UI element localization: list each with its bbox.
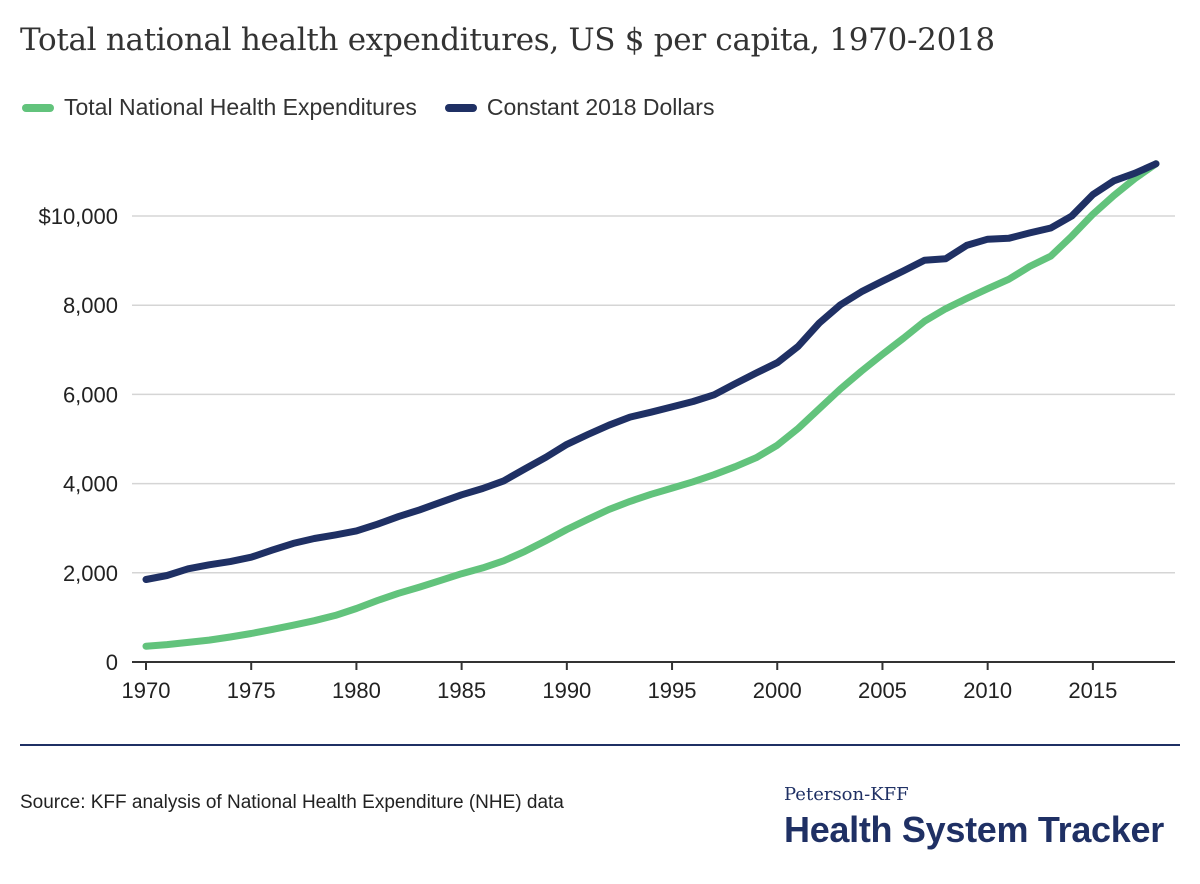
legend-label-constant: Constant 2018 Dollars [486,94,715,120]
x-tick-label: 2005 [858,678,907,703]
y-tick-label: 4,000 [63,472,118,497]
brand-logo: Peterson-KFF Health System Tracker [784,784,1164,851]
x-tick-label: 1980 [332,678,381,703]
x-tick-label: 1985 [437,678,486,703]
legend-swatch-total [22,103,54,112]
x-tick-label: 1975 [227,678,276,703]
y-tick-label: 8,000 [63,293,118,318]
legend: Total National Health Expenditures Const… [22,94,714,121]
chart-title: Total national health expenditures, US $… [20,22,995,58]
legend-swatch-constant [444,103,477,112]
legend-item-constant: Constant 2018 Dollars [444,94,715,121]
line-chart: 0 2,000 4,000 6,000 8,000 $10,000 1970 1975 1980… [38,160,1175,703]
y-tick-label: 0 [106,650,118,675]
x-tick-label: 2010 [963,678,1012,703]
y-tick-label: 6,000 [63,382,118,407]
y-tick-label: 2,000 [63,561,118,586]
brand-top-text: Peterson-KFF [784,784,909,805]
source-note: Source: KFF analysis of National Health … [20,792,564,813]
series-line-constant [142,160,1160,583]
x-tick-label: 1990 [542,678,591,703]
y-tick-label: $10,000 [38,204,118,229]
x-tick-label: 1970 [122,678,171,703]
x-tick-label: 1995 [648,678,697,703]
footer-divider [20,744,1180,746]
series-line-total [142,160,1160,650]
brand-main-text: Health System Tracker [784,809,1164,850]
legend-item-total: Total National Health Expenditures [22,94,417,121]
legend-label-total: Total National Health Expenditures [64,94,417,120]
x-tick-label: 2015 [1068,678,1117,703]
x-tick-label: 2000 [753,678,802,703]
